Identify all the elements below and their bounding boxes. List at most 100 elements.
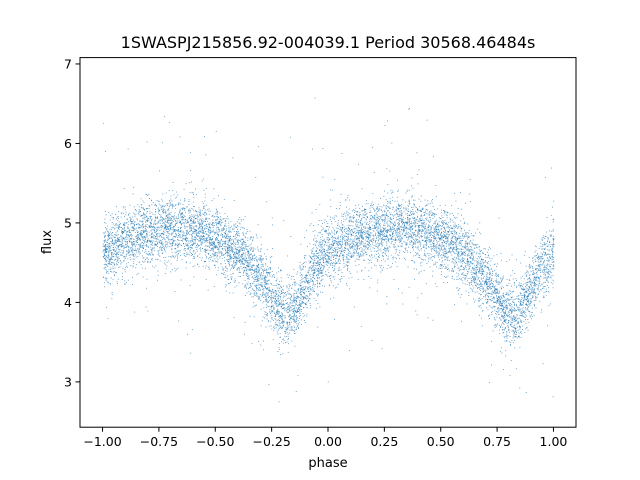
data-point xyxy=(301,277,303,278)
data-point xyxy=(461,278,462,280)
data-point xyxy=(488,292,489,294)
data-point xyxy=(141,239,143,241)
data-point xyxy=(126,282,127,283)
data-point xyxy=(540,252,542,254)
data-point xyxy=(480,263,482,265)
data-point xyxy=(540,256,542,257)
data-point xyxy=(438,253,440,255)
data-point xyxy=(141,236,143,238)
data-point xyxy=(301,324,303,325)
data-point xyxy=(310,257,312,259)
data-point xyxy=(538,265,540,267)
data-point xyxy=(127,214,129,216)
data-point xyxy=(145,259,146,260)
data-point xyxy=(374,255,375,257)
data-point xyxy=(514,310,515,312)
data-point xyxy=(400,238,402,240)
data-point xyxy=(193,228,195,230)
data-point xyxy=(353,252,355,254)
data-point xyxy=(331,232,333,234)
data-point xyxy=(465,232,466,234)
data-point xyxy=(292,317,294,319)
data-point xyxy=(424,224,426,226)
data-point xyxy=(529,287,531,288)
data-point xyxy=(127,279,129,281)
data-point xyxy=(133,263,135,265)
data-point xyxy=(132,212,134,214)
data-point xyxy=(461,227,463,229)
data-point xyxy=(467,255,468,257)
data-point xyxy=(386,230,388,231)
data-point xyxy=(208,253,210,255)
data-point xyxy=(298,304,300,305)
data-point xyxy=(387,238,389,239)
data-point xyxy=(140,239,141,241)
data-point xyxy=(312,266,314,268)
data-point xyxy=(318,245,319,247)
data-point xyxy=(496,292,498,294)
data-point xyxy=(142,241,143,243)
data-point xyxy=(419,210,421,212)
data-point xyxy=(450,242,451,244)
data-point xyxy=(117,264,119,265)
data-point xyxy=(161,198,163,200)
data-point xyxy=(271,295,273,297)
data-point xyxy=(385,207,387,209)
data-point xyxy=(152,213,154,215)
data-point xyxy=(499,282,501,284)
data-point xyxy=(433,223,435,225)
data-point xyxy=(260,300,261,302)
data-point xyxy=(330,298,331,300)
data-point xyxy=(543,251,545,253)
data-point xyxy=(321,244,323,245)
data-point xyxy=(162,193,164,195)
data-point xyxy=(369,235,370,237)
data-point xyxy=(227,275,228,277)
data-point xyxy=(213,286,215,287)
data-point xyxy=(458,253,459,254)
data-point xyxy=(514,317,516,318)
data-point xyxy=(370,246,372,248)
data-point xyxy=(293,298,294,300)
data-point xyxy=(529,267,531,269)
data-point xyxy=(427,317,429,319)
data-point xyxy=(210,226,212,228)
data-point xyxy=(415,252,417,254)
data-point xyxy=(526,276,528,277)
data-point xyxy=(302,302,304,304)
data-point xyxy=(394,222,396,224)
data-point xyxy=(347,239,348,241)
data-point xyxy=(534,283,536,285)
data-point xyxy=(384,219,385,221)
data-point xyxy=(506,332,508,334)
data-point xyxy=(260,264,262,266)
data-point xyxy=(137,244,139,246)
data-point xyxy=(183,235,185,237)
data-point xyxy=(500,302,502,304)
data-point xyxy=(438,246,440,248)
data-point xyxy=(175,216,177,218)
data-point xyxy=(262,291,264,293)
data-point xyxy=(240,271,241,273)
data-point xyxy=(191,329,193,331)
data-point xyxy=(537,260,539,262)
data-point xyxy=(434,236,436,238)
data-point xyxy=(136,252,138,254)
data-point xyxy=(297,307,299,309)
data-point xyxy=(553,280,555,282)
data-point xyxy=(455,243,457,245)
data-point xyxy=(289,324,291,326)
data-point xyxy=(289,297,291,299)
data-point xyxy=(279,288,281,290)
data-point xyxy=(227,268,228,270)
data-point xyxy=(418,250,420,252)
data-point xyxy=(192,266,194,268)
data-point xyxy=(491,298,493,300)
data-point xyxy=(181,259,183,260)
data-point xyxy=(447,258,449,260)
data-point xyxy=(356,244,357,245)
data-point xyxy=(273,305,274,307)
data-point xyxy=(525,299,527,301)
data-point xyxy=(196,238,198,240)
data-point xyxy=(300,303,302,305)
